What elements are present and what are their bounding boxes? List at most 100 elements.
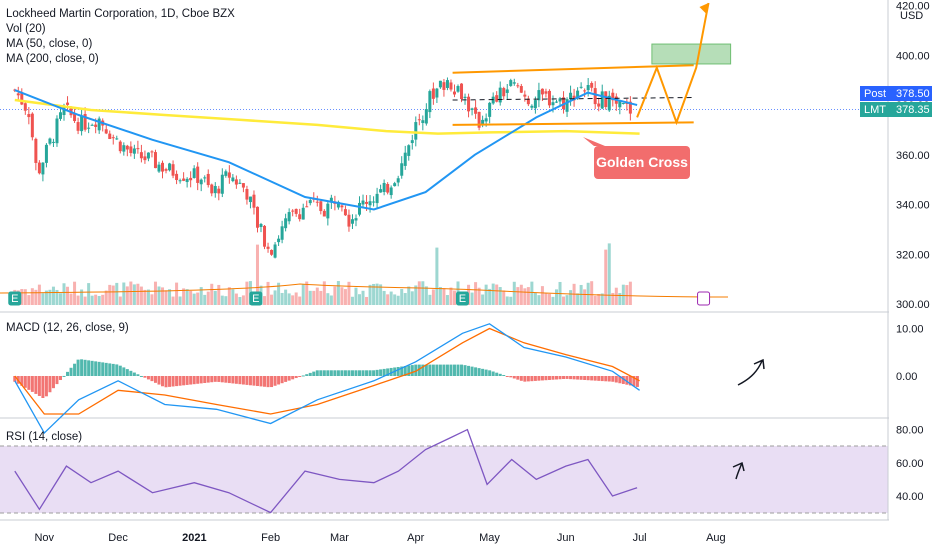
macd-histogram-bar [55,376,59,385]
macd-histogram-bar [583,376,587,380]
down-candle [210,184,214,194]
down-candle [66,102,70,105]
macd-histogram-bar [13,376,17,382]
macd-histogram-bar [438,364,442,376]
volume-bar [590,281,594,305]
macd-histogram-bar [203,376,207,383]
macd-histogram-bar [153,376,157,383]
up-candle [62,105,66,116]
up-candle [178,180,182,182]
volume-bar [555,289,559,305]
up-candle [368,201,372,206]
earnings-marker[interactable]: E [455,291,469,306]
macd-histogram-bar [94,361,98,376]
up-candle [400,163,404,176]
down-candle [519,86,523,93]
up-candle [389,187,393,196]
earnings-marker[interactable]: E [697,291,711,306]
up-candle [213,186,217,194]
price-tick-label: 320.00 [896,249,930,261]
golden-cross-callout: Golden Cross [583,137,690,179]
volume-bar [540,286,544,305]
down-candle [611,92,615,101]
macd-histogram-bar [540,376,544,381]
volume-bar [312,290,316,305]
down-candle [139,152,143,159]
down-candle [94,124,98,127]
macd-histogram-bar [618,376,622,384]
macd-histogram-bar [185,376,189,385]
earnings-marker[interactable]: E [249,291,263,306]
volume-bar [403,293,407,305]
up-candle [51,141,55,143]
volume-bar [238,296,242,305]
macd-histogram-bar [400,366,404,376]
earnings-marker[interactable]: E [8,291,22,306]
macd-histogram-bar [547,376,551,380]
up-candle [259,223,263,228]
volume-bar [199,287,203,305]
macd-histogram-bar [611,376,615,382]
down-candle [182,178,186,181]
volume-bar [280,292,284,305]
volume-bar [83,296,87,305]
macd-histogram-bar [533,376,537,381]
macd-histogram-bar [628,376,632,386]
up-candle [97,118,101,131]
volume-bar [407,286,411,305]
volume-bar [168,289,172,305]
callout-text: Golden Cross [596,154,688,170]
down-candle [227,172,231,178]
channel-mid-line [452,97,694,101]
volume-bar [452,290,456,305]
macd-histogram-bar [234,376,238,384]
volume-bar [618,293,622,305]
macd-histogram-bar [354,370,358,376]
macd-histogram-bar [287,376,291,381]
rsi-line [14,428,638,514]
macd-histogram-bar [635,376,639,387]
volume-bar [182,288,186,305]
volume-bar [600,293,604,305]
macd-histogram-bar [403,366,407,376]
down-candle [241,183,245,188]
down-candle [255,206,259,228]
macd-histogram-bar [516,376,520,380]
down-candle [206,173,210,186]
macd-histogram-bar [305,374,309,376]
volume-bar [284,289,288,305]
macd-histogram-bar [435,364,439,376]
down-candle [111,137,115,139]
macd-histogram-bar [481,368,485,376]
up-candle [505,89,509,93]
macd-histogram-bar [231,376,235,384]
macd-histogram-bar [277,376,281,385]
down-candle [467,96,471,112]
volume-bar [150,294,154,305]
macd-histogram-bar [526,376,530,382]
macd-histogram-bar [66,371,70,376]
volume-bar [157,286,161,305]
volume-bar [287,293,291,305]
down-candle [217,188,221,194]
macd-histogram-bar [266,376,270,388]
macd-histogram-bar [484,369,488,376]
up-candle [435,88,439,98]
volume-bar [547,293,551,305]
down-candle [143,156,147,161]
volume-bar [400,288,404,305]
macd-histogram-bar [572,376,576,380]
volume-bar [315,287,319,305]
macd-legend: MACD (12, 26, close, 9) [6,321,129,336]
down-candle [136,148,140,150]
macd-histogram-bar [336,370,340,376]
macd-histogram-bar [421,364,425,376]
macd-histogram-bar [523,376,527,382]
up-candle [393,183,397,187]
macd-histogram-bar [157,376,161,385]
down-candle [252,194,256,208]
down-candle [417,119,421,121]
volume-bar [505,296,509,305]
volume-bar [73,281,77,305]
up-candle [80,116,84,132]
